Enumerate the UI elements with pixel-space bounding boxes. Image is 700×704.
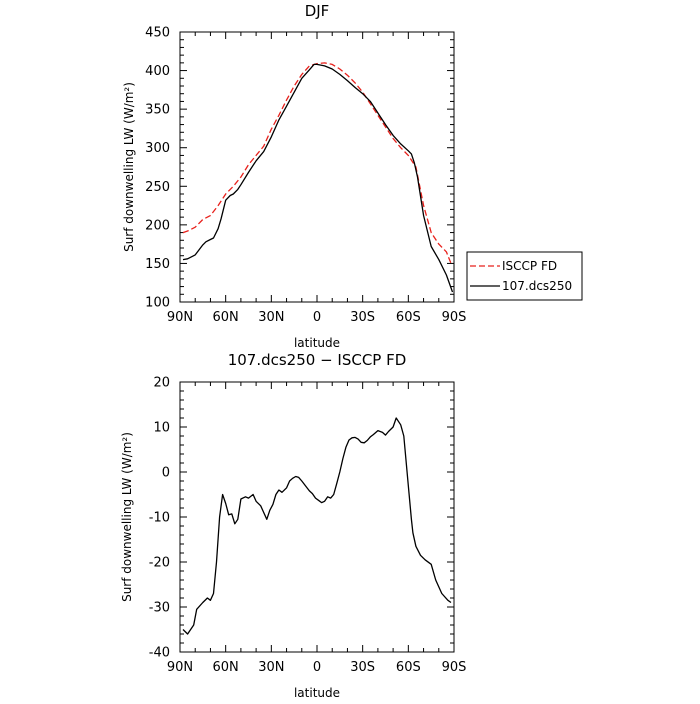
x-tick-label: 60S — [396, 660, 421, 675]
x-tick-label: 60S — [396, 310, 421, 325]
legend: ISCCP FD 107.dcs250 — [466, 251, 583, 301]
series-line-difference — [182, 417, 452, 635]
x-axis-label: latitude — [294, 336, 340, 350]
y-tick-label: -20 — [149, 556, 170, 571]
x-tick-label: 90N — [167, 660, 193, 675]
x-tick-label: 0 — [313, 660, 321, 675]
x-tick-label: 60N — [213, 660, 239, 675]
x-tick-label: 90S — [442, 660, 467, 675]
x-tick-label: 30N — [258, 310, 284, 325]
legend-label-isccp: ISCCP FD — [502, 259, 557, 273]
y-tick-label: 400 — [145, 64, 170, 79]
panel-title: 107.dcs250 − ISCCP FD — [228, 351, 407, 369]
y-tick-label: 450 — [145, 26, 170, 41]
x-tick-label: 90N — [167, 310, 193, 325]
series-line-isccp-fd — [182, 62, 452, 264]
x-tick-label: 30N — [258, 660, 284, 675]
x-tick-label: 0 — [313, 310, 321, 325]
y-tick-label: 250 — [145, 180, 170, 195]
y-axis-label: Surf downwelling LW (W/m²) — [120, 432, 134, 602]
x-tick-label: 30S — [350, 310, 375, 325]
y-tick-label: 350 — [145, 103, 170, 118]
y-tick-label: 200 — [145, 218, 170, 233]
y-tick-label: 10 — [153, 421, 170, 436]
x-tick-label: 60N — [213, 310, 239, 325]
x-tick-label: 30S — [350, 660, 375, 675]
panel-surface-lw: DJF 100 150 200 250 300 350 400 450 90N 60N 30N 0 30… — [122, 2, 466, 350]
y-axis-label: Surf downwelling LW (W/m²) — [122, 82, 136, 252]
y-tick-label: 300 — [145, 141, 170, 156]
panel-title: DJF — [305, 2, 330, 20]
y-tick-label: 150 — [145, 257, 170, 272]
x-tick-label: 90S — [442, 310, 467, 325]
y-tick-label: 0 — [162, 466, 170, 481]
legend-label-model: 107.dcs250 — [502, 279, 572, 293]
y-tick-label: 100 — [145, 296, 170, 311]
y-tick-label: -40 — [149, 646, 170, 661]
legend-box — [466, 251, 583, 301]
series-line-107-dcs250 — [182, 63, 454, 293]
y-tick-label: -30 — [149, 601, 170, 616]
plot-frame — [179, 381, 455, 653]
y-tick-label: -10 — [149, 511, 170, 526]
x-axis-label: latitude — [294, 686, 340, 700]
panel-difference: 107.dcs250 − ISCCP FD -40 -30 -20 -10 0 10 20 9… — [120, 351, 466, 700]
plot-frame — [179, 31, 455, 303]
y-tick-label: 20 — [153, 376, 170, 391]
